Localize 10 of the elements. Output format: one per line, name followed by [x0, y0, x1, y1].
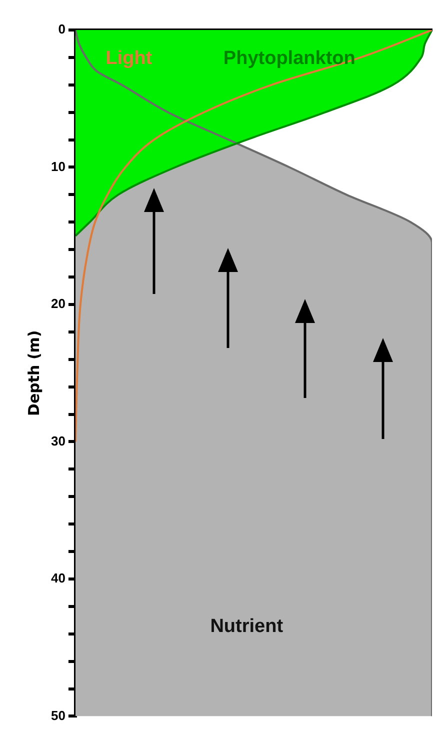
y-tick-label: 30 — [50, 433, 66, 448]
y-tick-label: 10 — [50, 158, 66, 174]
y-axis-title: Depth (m) — [24, 330, 43, 416]
series-label: Nutrient — [210, 616, 284, 638]
y-tick-label: 20 — [50, 296, 66, 312]
series-label: Phytoplankton — [223, 48, 356, 70]
y-tick-label: 0 — [58, 22, 66, 37]
y-tick-label: 50 — [50, 708, 66, 723]
text: Light — [106, 48, 153, 70]
y-tick-label: 40 — [50, 570, 66, 586]
